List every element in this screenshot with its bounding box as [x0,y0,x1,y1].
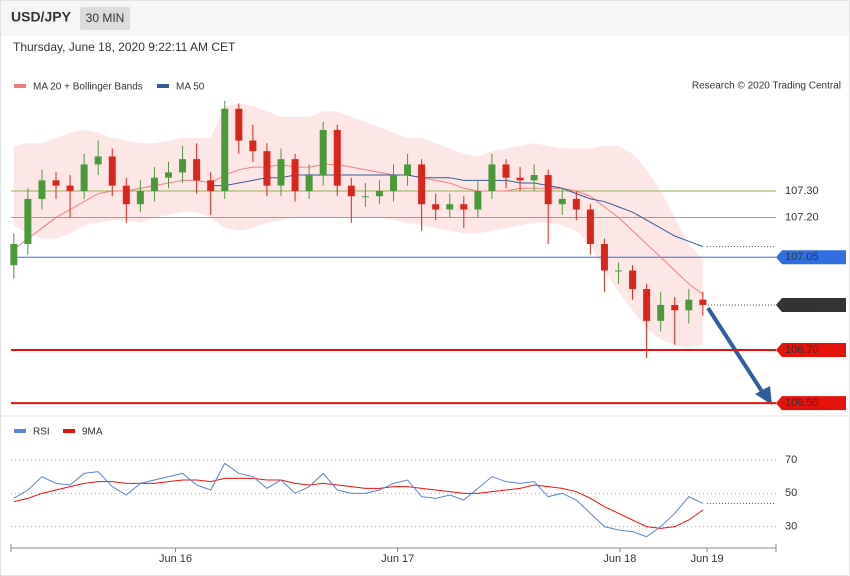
candle-body [530,175,538,181]
header [1,1,849,36]
candle-body [235,108,243,141]
y-tick-label: 30 [785,521,797,533]
timeframe-box [80,7,130,30]
candle-body [221,108,229,191]
bollinger-band [13,103,703,348]
rsi-ma-line [13,477,704,529]
candle-body [263,151,271,186]
candle-body [432,204,440,210]
candle-body [502,164,510,178]
level-box [776,250,846,265]
candle-body [319,129,327,176]
candle-body [488,164,496,191]
legend-swatch [14,84,26,88]
level-box [776,396,846,411]
x-tick-label: Jun 19 [691,553,724,565]
candle-body [179,159,187,173]
legend-label: RSI [33,427,50,438]
y-tick-label: 50 [785,487,797,499]
candle-body [305,175,313,191]
y-tick-label: 70 [785,454,797,466]
candle-body [10,243,18,266]
legend-label: MA 20 + Bollinger Bands [33,82,143,93]
candle-body [94,156,102,165]
candle-body [418,164,426,205]
candle-body [207,180,215,191]
level-label: 107.05 [785,251,819,263]
level-label: 107.30 [785,185,819,197]
candle-body [671,304,679,311]
legend-swatch [63,429,75,433]
level-label: 107.20 [785,211,819,223]
candle-body [657,304,665,321]
candle-body [291,159,299,191]
candle-body [38,180,46,199]
candle-body [586,209,594,244]
level-label: 106.70 [785,344,819,356]
subtitle: Thursday, June 18, 2020 9:22:11 AM CET [13,40,236,54]
source: Research © 2020 Trading Central [692,81,841,92]
candle-body [615,270,622,272]
title: USD/JPY [11,9,72,25]
candle-body [136,190,144,205]
candle-body [404,164,412,176]
candle-body [600,243,608,271]
legend-label: MA 50 [176,82,205,93]
candle-body [108,156,116,186]
candle-body [122,185,130,205]
legend-swatch [14,429,26,433]
candle-body [629,270,637,290]
candle-body [249,140,257,152]
candle-body [572,198,580,210]
candle-body [685,299,693,311]
level-label: 106.50 [785,397,819,409]
x-tick-label: Jun 17 [381,553,414,565]
candle-body [347,185,355,197]
candle-body [699,299,707,305]
candle-body [558,198,566,205]
candle-body [80,164,88,191]
last-price-box [776,297,846,312]
candle-body [516,177,524,181]
level-box [776,343,846,358]
candle-body [277,159,285,186]
candle-body [544,175,552,205]
last-price-label: 106.87 [785,299,819,311]
candle-body [460,204,468,210]
x-tick-label: Jun 18 [603,553,636,565]
legend-swatch [157,84,169,88]
candle-body [643,289,651,321]
candle-body [446,204,454,210]
candle-body [24,198,32,244]
candle-body [66,185,74,191]
candle-body [375,190,383,197]
candle-body [150,177,158,191]
x-tick-label: Jun 16 [159,553,192,565]
candle-body [165,172,172,178]
timeframe: 30 MIN [86,11,125,25]
candle-body [193,159,201,181]
candle-body [474,190,482,210]
legend-label: 9MA [82,427,103,438]
rsi-line [13,462,704,538]
candle-body [52,180,60,186]
candle-body [390,175,397,191]
candle-body [333,129,341,186]
candle-body [361,196,369,198]
forecast-arrowhead [755,386,772,405]
